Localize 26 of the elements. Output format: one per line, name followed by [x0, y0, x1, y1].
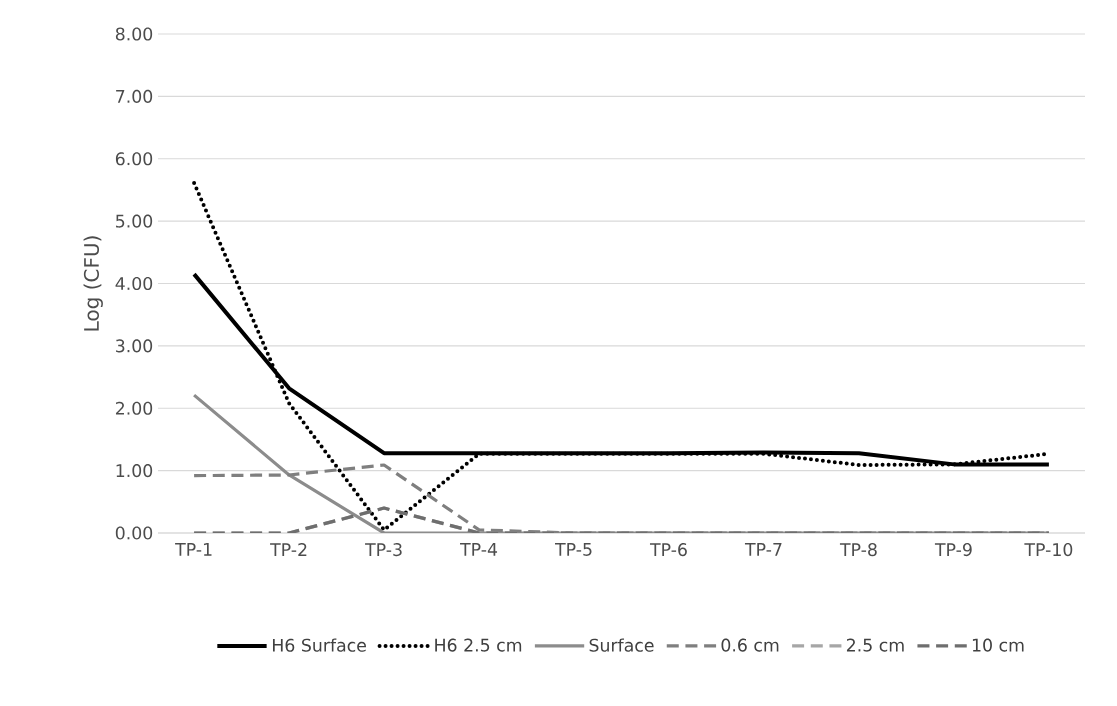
- y-tick-label: 1.00: [116, 464, 153, 478]
- legend-label: 2.5 cm: [846, 638, 904, 652]
- x-tick-label: TP-4: [460, 543, 498, 556]
- y-axis-title: Log (CFU): [83, 236, 103, 331]
- legend-label: 10 cm: [972, 638, 1024, 652]
- y-tick-label: 4.00: [115, 276, 153, 291]
- y-tick-label: 8.00: [115, 27, 153, 41]
- x-tick-label: TP-10: [1024, 543, 1073, 557]
- y-tick-label: 7.00: [116, 89, 153, 103]
- x-tick-label: TP-2: [270, 543, 307, 556]
- legend-label: Surface: [589, 638, 654, 652]
- y-tick-label: 2.00: [115, 401, 153, 415]
- y-tick-label: 0.00: [115, 526, 153, 540]
- y-tick-label: 3.00: [116, 339, 153, 353]
- x-tick-label: TP-9: [934, 543, 972, 557]
- x-tick-label: TP-8: [839, 543, 877, 557]
- legend-label: H6 Surface: [273, 638, 366, 652]
- x-tick-label: TP-7: [744, 543, 782, 556]
- y-tick-label: 5.00: [116, 214, 153, 228]
- y-tick-label: 6.00: [115, 152, 153, 166]
- x-tick-label: TP-1: [175, 543, 212, 556]
- legend-label: H6 2.5 cm: [435, 638, 522, 652]
- x-tick-label: TP-5: [555, 543, 592, 556]
- x-tick-label: TP-3: [365, 543, 402, 557]
- legend-label: 0.6 cm: [721, 638, 779, 652]
- x-tick-label: TP-6: [649, 543, 687, 557]
